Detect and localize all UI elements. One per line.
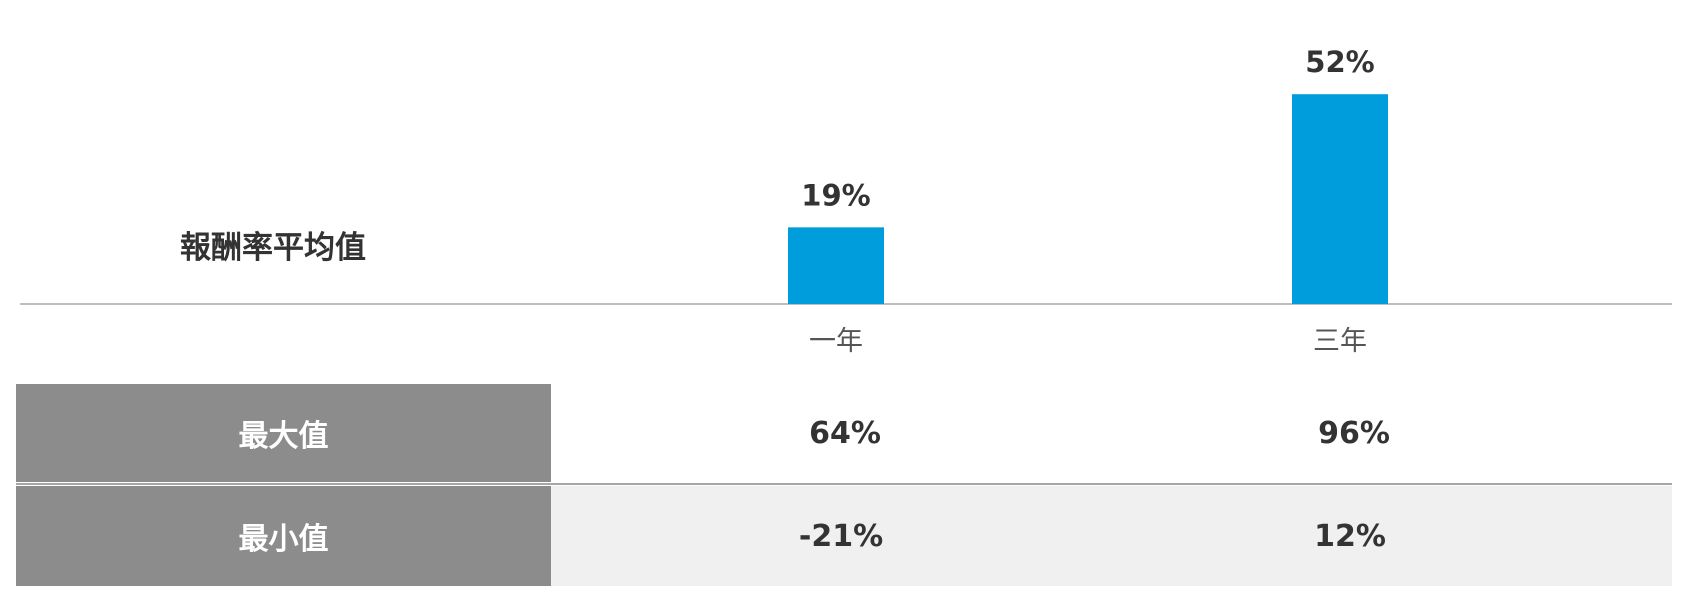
bar-2 — [1292, 94, 1388, 304]
bar-value-label-2: 52% — [1305, 45, 1374, 79]
row-header-max: 最大值 — [16, 384, 551, 482]
row-header-min: 最小值 — [16, 486, 551, 586]
category-label-2: 三年 — [1313, 326, 1367, 357]
category-label-1: 一年 — [809, 326, 863, 357]
cell-max-3y: 96% — [1318, 416, 1390, 451]
row-max: 64% 96% — [551, 384, 1672, 482]
bar-value-label-1: 19% — [801, 178, 870, 212]
chart-label: 報酬率平均值 — [180, 230, 366, 266]
row-min: -21% 12% — [551, 486, 1672, 586]
row-divider — [16, 483, 1672, 485]
bar-1 — [788, 227, 884, 304]
cell-min-1y: -21% — [798, 519, 884, 554]
cell-max-1y: 64% — [809, 416, 881, 451]
cell-min-3y: 12% — [1314, 519, 1386, 554]
